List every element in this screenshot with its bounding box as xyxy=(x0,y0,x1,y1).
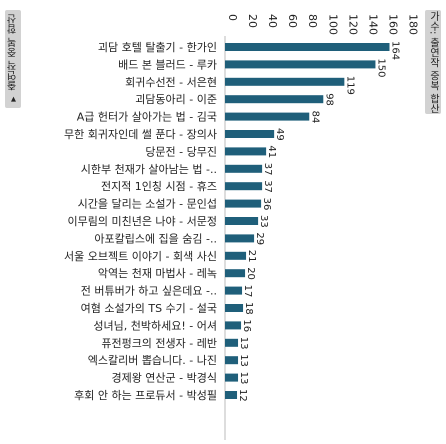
value-label: 84 xyxy=(309,111,320,124)
bar xyxy=(225,391,238,399)
bar xyxy=(225,164,263,173)
bar xyxy=(225,217,259,225)
category-label: 이무림의 미친년은 나야 - 서문정 xyxy=(67,215,217,228)
value-label: 119 xyxy=(344,76,355,95)
bar xyxy=(225,373,239,382)
x-tick-label: 40 xyxy=(266,14,279,28)
category-label: 회귀수선전 - 서은현 xyxy=(125,76,217,89)
category-label: 전 버튜버가 하고 싶은데요 -.. xyxy=(81,284,217,298)
category-label: 아포칼립스에 집을 숨김 -.. xyxy=(94,232,217,245)
x-tick-label: 60 xyxy=(286,14,299,28)
bar xyxy=(225,269,246,278)
bar xyxy=(225,77,345,86)
category-label: 서울 오브젝트 이야기 - 회색 사신 xyxy=(64,250,217,263)
value-label: 33 xyxy=(258,215,269,228)
bar xyxy=(225,43,390,51)
bar xyxy=(225,356,239,365)
bar xyxy=(225,95,324,104)
category-label: 시간을 달리는 소설가 - 문인섭 xyxy=(78,198,217,211)
bar xyxy=(225,199,262,208)
value-label: 150 xyxy=(375,58,386,77)
category-label: 괴담 호텔 탈출기 - 한가인 xyxy=(98,41,217,54)
bar xyxy=(225,147,267,156)
value-label: 49 xyxy=(274,128,285,141)
value-label: 29 xyxy=(254,232,265,245)
category-label: 악역는 천재 마법사 - 레녹 xyxy=(98,266,217,280)
value-label: 13 xyxy=(238,337,249,350)
x-tick-label: 120 xyxy=(346,14,359,35)
filter-toggle-button[interactable]: ▾ 출연작 중복 합산 xyxy=(5,10,21,108)
category-label: 무한 회귀자인데 썰 푼다 - 장의사 xyxy=(64,128,217,141)
category-label: 당문전 - 당무진 xyxy=(145,145,217,158)
chart-caption-panel: 가수: 출연작 중복 합산 xyxy=(425,10,441,114)
category-label: 엑스칼리버 뽑습니다. - 나진 xyxy=(88,354,217,367)
category-label: 후회 안 하는 프로듀서 - 박성필 xyxy=(74,388,217,402)
value-label: 17 xyxy=(242,285,253,298)
value-label: 18 xyxy=(243,302,254,315)
value-label: 12 xyxy=(237,389,248,402)
bar xyxy=(225,182,263,191)
value-label: 16 xyxy=(241,319,252,332)
x-tick-label: 180 xyxy=(407,14,420,35)
x-tick-label: 100 xyxy=(326,14,339,35)
x-tick-label: 80 xyxy=(306,14,319,28)
bar xyxy=(225,234,255,243)
bar xyxy=(225,112,310,121)
bar xyxy=(225,304,244,312)
value-label: 20 xyxy=(245,267,256,280)
bar xyxy=(225,251,247,260)
value-label: 13 xyxy=(238,372,249,385)
value-label: 41 xyxy=(266,145,277,158)
bar xyxy=(225,338,239,347)
value-label: 21 xyxy=(246,250,257,263)
category-label: 시한부 천재가 살아남는 법 -.. xyxy=(81,162,217,176)
category-label: 배드 본 블러드 - 루카 xyxy=(118,58,217,71)
category-label: 전지적 1인칭 시점 - 휴즈 xyxy=(101,180,217,193)
chart-caption-label: 가수: 출연작 중복 합산 xyxy=(427,10,439,114)
x-tick-label: 160 xyxy=(386,14,399,35)
value-label: 37 xyxy=(262,163,273,176)
value-label: 98 xyxy=(323,93,334,106)
category-label: 성녀님, 천박하세요! - 어셔 xyxy=(93,318,217,332)
x-tick-label: 140 xyxy=(366,14,379,35)
bar xyxy=(225,321,242,330)
category-label: 괴담동아리 - 이준 xyxy=(135,93,217,106)
category-label: 경제왕 연산군 - 박경식 xyxy=(111,372,217,385)
x-tick-label: 0 xyxy=(226,14,239,21)
x-tick-label: 20 xyxy=(246,14,259,28)
bar xyxy=(225,286,243,295)
bar xyxy=(225,130,275,138)
category-label: A급 헌터가 살아가는 법 - 김국 xyxy=(77,111,217,124)
value-label: 164 xyxy=(389,41,400,60)
value-label: 13 xyxy=(238,354,249,367)
category-label: 퓨전펑크의 전생자 - 레반 xyxy=(101,337,217,350)
category-label: 여혐 소설가의 TS 수기 - 설국 xyxy=(81,302,217,315)
bar xyxy=(225,60,376,69)
value-label: 36 xyxy=(261,198,272,211)
value-label: 37 xyxy=(262,180,273,193)
